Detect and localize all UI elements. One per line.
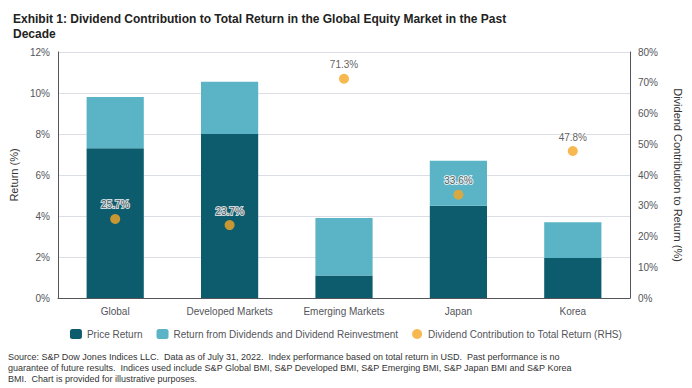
svg-text:23.7%: 23.7%: [215, 206, 243, 217]
svg-text:40%: 40%: [638, 170, 658, 181]
svg-text:Dividend Contribution to Total: Dividend Contribution to Total Return (R…: [428, 329, 622, 340]
svg-text:guarantee of future results.: guarantee of future results. Indices use…: [8, 363, 571, 373]
svg-text:60%: 60%: [638, 108, 658, 119]
svg-text:80%: 80%: [638, 47, 658, 58]
svg-text:4%: 4%: [36, 211, 51, 222]
svg-text:BMI. Chart is provided for il: BMI. Chart is provided for illustrative …: [8, 374, 197, 384]
svg-text:Return from Dividends and Divi: Return from Dividends and Dividend Reinv…: [174, 329, 399, 340]
svg-text:Exhibit 1: Dividend Contributi: Exhibit 1: Dividend Contribution to Tota…: [13, 12, 506, 26]
svg-text:71.3%: 71.3%: [330, 59, 358, 70]
svg-text:10%: 10%: [638, 262, 658, 273]
svg-text:Source: S&P Dow Jones Indices: Source: S&P Dow Jones Indices LLC. Data …: [8, 352, 560, 362]
svg-text:Korea: Korea: [559, 306, 586, 317]
svg-text:Return (%): Return (%): [8, 148, 20, 201]
svg-text:10%: 10%: [30, 88, 50, 99]
svg-text:Price Return: Price Return: [87, 329, 143, 340]
svg-text:Global: Global: [101, 306, 130, 317]
svg-text:0%: 0%: [638, 293, 653, 304]
svg-text:Decade: Decade: [13, 27, 56, 41]
svg-text:2%: 2%: [36, 252, 51, 263]
svg-text:12%: 12%: [30, 47, 50, 58]
svg-text:47.8%: 47.8%: [559, 132, 587, 143]
svg-text:8%: 8%: [36, 129, 51, 140]
svg-text:30%: 30%: [638, 200, 658, 211]
svg-text:20%: 20%: [638, 231, 658, 242]
svg-text:Emerging Markets: Emerging Markets: [303, 306, 384, 317]
svg-text:Dividend Contribution to Retur: Dividend Contribution to Return (%): [672, 88, 684, 262]
svg-text:0%: 0%: [36, 293, 51, 304]
svg-text:Japan: Japan: [445, 306, 472, 317]
svg-text:25.7%: 25.7%: [101, 199, 129, 210]
svg-text:33.6%: 33.6%: [444, 175, 472, 186]
svg-text:50%: 50%: [638, 139, 658, 150]
svg-text:6%: 6%: [36, 170, 51, 181]
svg-text:70%: 70%: [638, 77, 658, 88]
svg-text:Developed Markets: Developed Markets: [187, 306, 273, 317]
